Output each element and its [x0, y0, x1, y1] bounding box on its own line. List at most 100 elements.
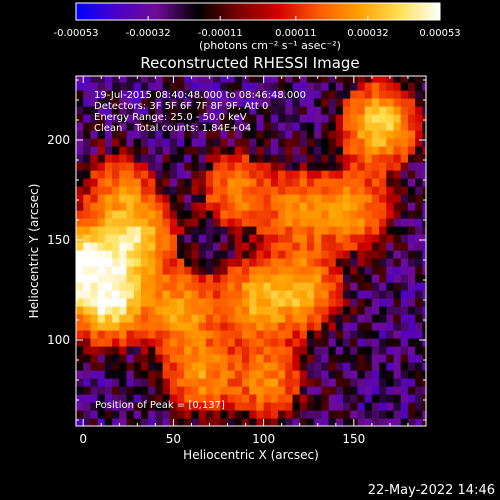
- heatmap-cell: [400, 178, 409, 187]
- heatmap-cell: [184, 202, 193, 211]
- heatmap-cell: [314, 82, 322, 91]
- heatmap-cell: [379, 210, 387, 219]
- heatmap-cell: [90, 290, 99, 299]
- heatmap-cell: [299, 218, 308, 227]
- heatmap-cell: [386, 330, 395, 339]
- heatmap-cell: [321, 346, 330, 355]
- heatmap-cell: [321, 122, 330, 131]
- heatmap-cell: [321, 242, 330, 251]
- heatmap-cell: [227, 218, 236, 227]
- heatmap-cell: [263, 186, 272, 195]
- heatmap-cell: [314, 298, 322, 307]
- heatmap-cell: [328, 114, 337, 123]
- heatmap-cell: [350, 122, 359, 131]
- heatmap-cell: [314, 162, 322, 171]
- heatmap-cell: [415, 90, 423, 99]
- heatmap-cell: [140, 394, 149, 403]
- heatmap-cell: [400, 170, 409, 179]
- heatmap-cell: [90, 226, 99, 235]
- heatmap-cell: [205, 418, 214, 426]
- heatmap-cell: [97, 418, 106, 426]
- heatmap-cell: [292, 290, 301, 299]
- heatmap-cell: [177, 242, 185, 251]
- heatmap-cell: [393, 154, 402, 163]
- heatmap-cell: [379, 106, 387, 115]
- heatmap-cell: [227, 394, 236, 403]
- heatmap-cell: [386, 306, 395, 315]
- heatmap-cell: [343, 418, 351, 426]
- heatmap-cell: [278, 210, 286, 219]
- heatmap-cell: [371, 234, 380, 243]
- heatmap-cell: [90, 242, 99, 251]
- heatmap-cell: [162, 76, 171, 83]
- heatmap-cell: [140, 362, 149, 371]
- heatmap-cell: [292, 250, 301, 259]
- heatmap-cell: [306, 178, 315, 187]
- heatmap-cell: [220, 322, 229, 331]
- y-tick-label: 150: [47, 233, 70, 247]
- heatmap-cell: [285, 98, 294, 107]
- heatmap-cell: [83, 330, 92, 339]
- heatmap-cell: [90, 170, 99, 179]
- heatmap-cell: [112, 282, 120, 291]
- heatmap-cell: [292, 258, 301, 267]
- heatmap-cell: [133, 242, 142, 251]
- heatmap-cell: [191, 274, 200, 283]
- heatmap-cell: [213, 402, 221, 411]
- heatmap-cell: [256, 378, 265, 387]
- heatmap-cell: [83, 274, 92, 283]
- heatmap-cell: [263, 130, 272, 139]
- heatmap-cell: [177, 362, 185, 371]
- heatmap-cell: [191, 226, 200, 235]
- heatmap-cell: [328, 146, 337, 155]
- heatmap-cell: [422, 250, 426, 259]
- heatmap-cell: [328, 194, 337, 203]
- heatmap-cell: [285, 186, 294, 195]
- heatmap-cell: [76, 346, 84, 355]
- heatmap-cell: [76, 154, 84, 163]
- heatmap-cell: [263, 138, 272, 147]
- heatmap-cell: [415, 378, 423, 387]
- heatmap-cell: [140, 106, 149, 115]
- heatmap-cell: [321, 402, 330, 411]
- heatmap-cell: [343, 402, 351, 411]
- heatmap-cell: [133, 202, 142, 211]
- heatmap-cell: [285, 386, 294, 395]
- heatmap-cell: [263, 386, 272, 395]
- heatmap-cell: [285, 354, 294, 363]
- heatmap-cell: [234, 274, 243, 283]
- heatmap-cell: [343, 82, 351, 91]
- heatmap-cell: [357, 98, 366, 107]
- heatmap-cell: [393, 218, 402, 227]
- heatmap-cell: [263, 274, 272, 283]
- heatmap-cell: [422, 114, 426, 123]
- heatmap-cell: [90, 258, 99, 267]
- heatmap-cell: [278, 362, 286, 371]
- heatmap-cell: [234, 234, 243, 243]
- heatmap-cell: [241, 330, 250, 339]
- heatmap-cell: [198, 194, 207, 203]
- heatmap-cell: [191, 122, 200, 131]
- heatmap-cell: [270, 234, 279, 243]
- heatmap-cell: [227, 130, 236, 139]
- heatmap-cell: [328, 98, 337, 107]
- heatmap-cell: [314, 210, 322, 219]
- heatmap-cell: [407, 314, 416, 323]
- heatmap-cell: [371, 226, 380, 235]
- heatmap-cell: [256, 226, 265, 235]
- heatmap-cell: [415, 170, 423, 179]
- heatmap-cell: [97, 114, 106, 123]
- heatmap-cell: [133, 162, 142, 171]
- heatmap-cell: [213, 266, 221, 275]
- heatmap-cell: [249, 138, 258, 147]
- heatmap-cell: [162, 234, 171, 243]
- heatmap-cell: [379, 226, 387, 235]
- heatmap-cell: [205, 314, 214, 323]
- heatmap-cell: [407, 186, 416, 195]
- heatmap-cell: [76, 410, 84, 419]
- heatmap-cell: [321, 322, 330, 331]
- heatmap-cell: [386, 258, 395, 267]
- heatmap-cell: [119, 114, 128, 123]
- heatmap-cell: [83, 314, 92, 323]
- heatmap-cell: [140, 322, 149, 331]
